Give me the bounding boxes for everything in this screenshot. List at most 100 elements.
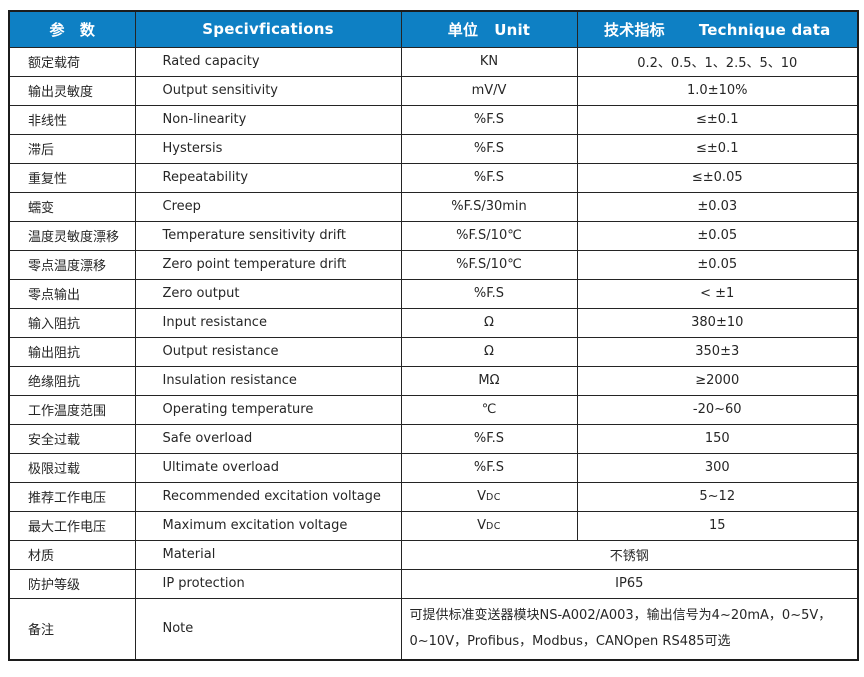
param-en-cell: Recommended excitation voltage [134,481,402,512]
param-en-cell: Rated capacity [134,46,402,77]
table-row: 输出灵敏度 Output sensitivity mV/V 1.0±10% [8,75,859,106]
unit-cell: mV/V [400,75,578,106]
spec-table: 参 数 Specivfications 单位 Unit 技术指标 Technique… [8,10,859,661]
table-row: 零点温度漂移 Zero point temperature drift %F.S/1… [8,249,859,280]
unit-cell: ℃ [400,394,578,425]
value-cell: 15 [576,510,859,541]
spec-sheet-page: 参 数 Specivfications 单位 Unit 技术指标 Technique… [0,10,864,677]
param-cn-cell: 输出阻抗 [8,336,136,367]
param-cn-cell: 非线性 [8,104,136,135]
unit-cell: %F.S [400,423,578,454]
value-cell: 1.0±10% [576,75,859,106]
table-row: 输入阻抗 Input resistance Ω 380±10 [8,307,859,338]
unit-cell: %F.S [400,278,578,309]
param-en-cell: Output sensitivity [134,75,402,106]
param-en-cell: Creep [134,191,402,222]
table-row: 输出阻抗 Output resistance Ω 350±3 [8,336,859,367]
value-cell: 不锈钢 [400,539,859,570]
unit-cell: %F.S/10℃ [400,220,578,251]
param-en-cell: Temperature sensitivity drift [134,220,402,251]
table-row: 工作温度范围 Operating temperature ℃ -20~60 [8,394,859,425]
value-cell: 0.2、0.5、1、2.5、5、10 [576,46,859,77]
col-header-unit-cn: 单位 [447,20,479,39]
table-row: 防护等级 IP protection IP65 [8,568,859,599]
value-cell: 5~12 [576,481,859,512]
col-header-unit: 单位 Unit [400,10,578,48]
param-en-cell: Repeatability [134,162,402,193]
param-cn-cell: 材质 [8,539,136,570]
value-cell: 可提供标准变送器模块NS-A002/A003，输出信号为4~20mA，0~5V，… [400,597,859,660]
table-row: 推荐工作电压 Recommended excitation voltage VDC 5… [8,481,859,512]
value-cell: -20~60 [576,394,859,425]
table-row: 绝缘阻抗 Insulation resistance MΩ ≥2000 [8,365,859,396]
table-row: 温度灵敏度漂移 Temperature sensitivity drift %F.S… [8,220,859,251]
col-header-data-en: Technique data [698,20,831,39]
table-row: 零点输出 Zero output %F.S < ±1 [8,278,859,309]
col-header-unit-en: Unit [494,20,531,39]
table-row: 非线性 Non-linearity %F.S ≤±0.1 [8,104,859,135]
param-en-cell: Insulation resistance [134,365,402,396]
param-en-cell: IP protection [134,568,402,599]
param-en-cell: Zero output [134,278,402,309]
value-cell: ≤±0.1 [576,104,859,135]
param-cn-cell: 输入阻抗 [8,307,136,338]
param-cn-cell: 最大工作电压 [8,510,136,541]
value-cell: ±0.05 [576,249,859,280]
unit-cell: %F.S [400,452,578,483]
param-cn-cell: 滞后 [8,133,136,164]
unit-cell: %F.S [400,104,578,135]
param-cn-cell: 防护等级 [8,568,136,599]
unit-cell: Ω [400,336,578,367]
unit-cell: VDC [400,510,578,541]
param-en-cell: Output resistance [134,336,402,367]
param-en-cell: Material [134,539,402,570]
value-cell: ±0.03 [576,191,859,222]
col-header-data-cn: 技术指标 [604,20,665,39]
param-en-cell: Non-linearity [134,104,402,135]
table-row: 备注 Note 可提供标准变送器模块NS-A002/A003，输出信号为4~20mA… [8,597,859,660]
table-row: 额定载荷 Rated capacity KN 0.2、0.5、1、2.5、5、10 [8,46,859,77]
param-en-cell: Hystersis [134,133,402,164]
value-cell: ±0.05 [576,220,859,251]
col-header-param-cn: 参 数 [49,20,96,39]
param-cn-cell: 安全过载 [8,423,136,454]
value-cell: ≤±0.1 [576,133,859,164]
param-cn-cell: 零点输出 [8,278,136,309]
col-header-spec-label: Specivfications [202,20,334,39]
param-en-cell: Ultimate overload [134,452,402,483]
param-en-cell: Safe overload [134,423,402,454]
param-cn-cell: 零点温度漂移 [8,249,136,280]
unit-cell: %F.S/30min [400,191,578,222]
table-row: 极限过载 Ultimate overload %F.S 300 [8,452,859,483]
unit-cell: %F.S [400,162,578,193]
value-cell: ≤±0.05 [576,162,859,193]
param-cn-cell: 输出灵敏度 [8,75,136,106]
param-cn-cell: 工作温度范围 [8,394,136,425]
param-cn-cell: 备注 [8,597,136,660]
param-en-cell: Operating temperature [134,394,402,425]
col-header-specifications: Specivfications [134,10,402,48]
table-row: 蠕变 Creep %F.S/30min ±0.03 [8,191,859,222]
table-row: 最大工作电压 Maximum excitation voltage VDC 15 [8,510,859,541]
value-cell: < ±1 [576,278,859,309]
value-cell: IP65 [400,568,859,599]
unit-cell: %F.S [400,133,578,164]
value-cell: 150 [576,423,859,454]
value-cell: 350±3 [576,336,859,367]
param-en-cell: Maximum excitation voltage [134,510,402,541]
param-cn-cell: 蠕变 [8,191,136,222]
param-en-cell: Input resistance [134,307,402,338]
param-cn-cell: 极限过载 [8,452,136,483]
param-cn-cell: 重复性 [8,162,136,193]
table-row: 滞后 Hystersis %F.S ≤±0.1 [8,133,859,164]
table-row: 安全过载 Safe overload %F.S 150 [8,423,859,454]
param-en-cell: Note [134,597,402,660]
table-row: 重复性 Repeatability %F.S ≤±0.05 [8,162,859,193]
col-header-technique-data: 技术指标 Technique data [576,10,859,48]
value-cell: 380±10 [576,307,859,338]
unit-cell: %F.S/10℃ [400,249,578,280]
table-row: 材质 Material 不锈钢 [8,539,859,570]
param-cn-cell: 额定载荷 [8,46,136,77]
unit-cell: MΩ [400,365,578,396]
table-header-row: 参 数 Specivfications 单位 Unit 技术指标 Technique… [8,10,859,48]
